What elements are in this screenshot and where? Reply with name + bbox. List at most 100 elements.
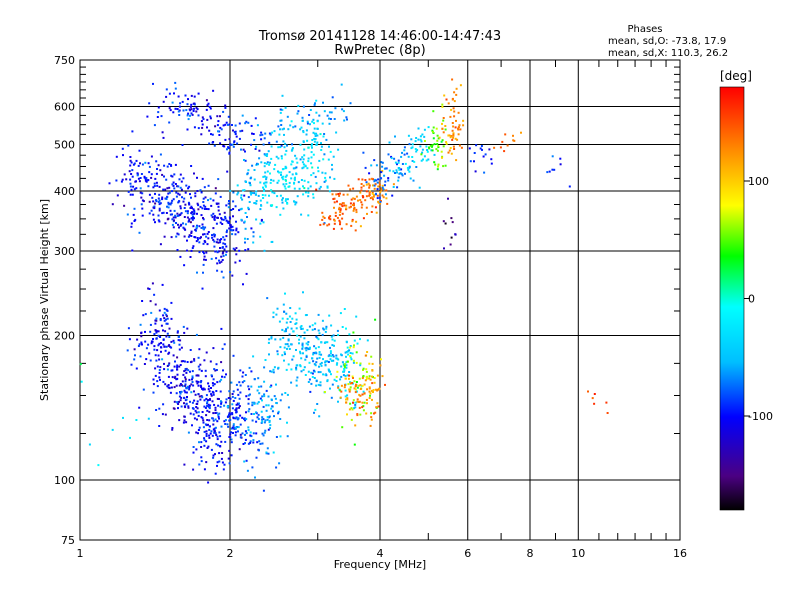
data-point [130,173,133,175]
data-point [322,373,325,376]
data-point [201,396,204,399]
data-point [198,241,201,244]
data-point [220,218,223,221]
data-point [232,247,235,250]
data-point [287,338,290,341]
data-point [187,187,190,190]
data-point [172,181,175,184]
data-point [452,107,455,110]
data-point [444,125,447,127]
data-point [313,127,316,130]
data-point [231,124,233,126]
data-point [308,361,311,364]
data-point [270,399,273,402]
data-point [337,386,340,389]
data-point [224,440,227,443]
data-point [315,188,318,191]
data-point [156,330,158,333]
data-point [312,153,315,156]
data-point [257,194,260,197]
data-point [266,170,269,173]
data-point [189,256,192,258]
data-point [295,201,298,204]
data-point [208,390,211,393]
data-point [349,381,352,384]
data-point [263,162,266,165]
data-point [213,403,216,406]
data-point [135,419,138,421]
data-point [240,148,242,151]
data-point [339,221,342,224]
data-point [368,390,371,393]
data-point [232,432,234,434]
data-point [245,418,248,421]
data-point [413,160,416,163]
data-point [451,98,454,101]
data-point [225,235,228,238]
data-point [287,128,290,131]
x-tick-labels: 1 2 4 6 8 10 16 [77,547,688,560]
data-point [329,387,331,390]
data-point [591,397,594,400]
data-point [422,158,424,161]
data-point [272,368,275,371]
data-point [367,182,370,185]
x-tick-label: 8 [527,547,534,560]
data-point [384,193,387,196]
data-point [373,159,376,162]
data-point [423,135,426,138]
data-point [158,358,161,361]
data-point [292,330,295,333]
data-point [309,109,312,111]
data-point [281,198,284,201]
data-point [174,360,176,363]
data-point [261,399,263,402]
data-point [286,421,288,424]
data-point [366,351,369,353]
data-point [330,111,333,114]
data-point [202,419,205,422]
data-point [218,460,221,463]
data-point [229,271,232,274]
data-point [179,205,182,208]
data-point [259,442,262,445]
data-point [146,115,149,118]
data-point [326,360,329,363]
data-point [460,146,463,149]
data-point [191,370,194,373]
data-point [279,111,282,114]
data-point [263,182,265,185]
data-point [490,162,493,165]
data-point [182,325,185,328]
data-point [205,397,208,400]
data-point [145,177,148,180]
data-point [311,146,313,149]
data-point [253,139,256,142]
data-point [273,130,276,133]
data-point [188,108,191,111]
data-point [193,95,196,98]
data-point [138,343,141,346]
data-point [207,423,209,426]
data-point [365,368,368,371]
data-point [307,381,310,383]
data-point [151,340,154,343]
data-point [377,388,379,391]
data-point [454,137,457,140]
data-point [307,181,310,184]
data-point [208,434,211,437]
data-point [238,137,241,140]
data-point [366,339,369,342]
data-point [193,236,196,238]
data-point [305,355,308,358]
data-point [155,359,158,362]
data-point [445,98,448,101]
data-point [164,188,167,191]
data-point [200,133,203,136]
data-point [317,338,320,341]
data-point [179,102,182,105]
data-point [222,254,225,257]
data-point [459,84,462,87]
data-point [179,339,182,342]
data-point [275,313,278,316]
